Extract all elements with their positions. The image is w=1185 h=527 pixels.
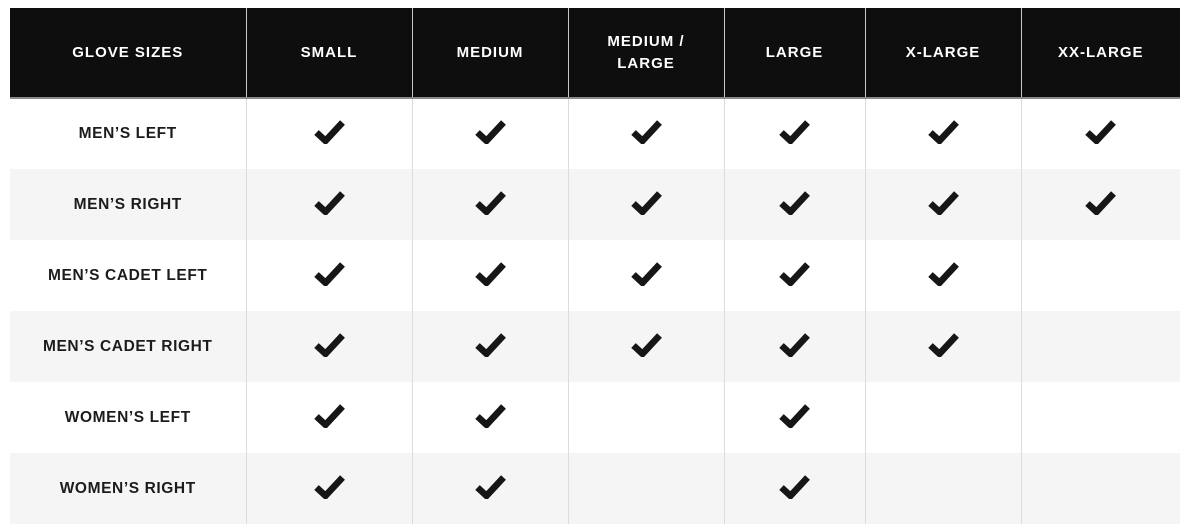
row-label: WOMEN’S RIGHT (10, 453, 246, 524)
check-icon (778, 119, 811, 144)
table-header: GLOVE SIZES SMALL MEDIUM MEDIUM / LARGE LARG… (10, 8, 1180, 99)
availability-cell-x-large (864, 382, 1021, 453)
availability-cell-xx-large (1020, 169, 1180, 240)
check-icon (778, 403, 811, 428)
table-row-women-s-left: WOMEN’S LEFT (10, 382, 1180, 453)
header-row: GLOVE SIZES SMALL MEDIUM MEDIUM / LARGE LARG… (10, 8, 1180, 99)
check-icon (630, 332, 663, 357)
availability-cell-xx-large (1020, 98, 1180, 169)
header-cell-medium: MEDIUM (411, 8, 568, 99)
availability-cell-large (723, 98, 865, 169)
availability-cell-large (723, 453, 865, 524)
row-label: MEN’S RIGHT (10, 169, 246, 240)
availability-cell-small (245, 240, 412, 311)
check-icon (778, 190, 811, 215)
availability-cell-medium (411, 169, 568, 240)
header-cell-large: LARGE (723, 8, 865, 99)
availability-cell-xx-large (1020, 311, 1180, 382)
header-cell-medium-large: MEDIUM / LARGE (567, 8, 724, 99)
size-availability-table: GLOVE SIZES SMALL MEDIUM MEDIUM / LARGE LARG… (10, 8, 1180, 524)
availability-cell-medium (411, 240, 568, 311)
check-icon (474, 403, 507, 428)
availability-cell-large (723, 169, 865, 240)
check-icon (313, 332, 346, 357)
check-icon (927, 332, 960, 357)
check-icon (778, 474, 811, 499)
availability-cell-large (723, 382, 865, 453)
row-label: MEN’S CADET LEFT (10, 240, 246, 311)
availability-cell-x-large (864, 169, 1021, 240)
check-icon (1084, 190, 1117, 215)
check-icon (474, 190, 507, 215)
availability-cell-medium-large (567, 311, 724, 382)
row-label: WOMEN’S LEFT (10, 382, 246, 453)
header-label: X-LARGE (905, 43, 981, 61)
table-row-men-s-right: MEN’S RIGHT (10, 169, 1180, 240)
header-cell-x-large: X-LARGE (864, 8, 1021, 99)
header-label: LARGE (765, 43, 824, 61)
availability-cell-small (245, 382, 412, 453)
table-body: MEN’S LEFT MEN’S RIGHT MEN’S CADET LEFT MEN… (10, 98, 1180, 524)
check-icon (927, 119, 960, 144)
check-icon (474, 474, 507, 499)
availability-cell-large (723, 311, 865, 382)
availability-cell-medium (411, 311, 568, 382)
availability-cell-small (245, 169, 412, 240)
availability-cell-medium (411, 453, 568, 524)
header-cell-small: SMALL (245, 8, 412, 99)
availability-cell-xx-large (1020, 453, 1180, 524)
check-icon (313, 474, 346, 499)
check-icon (630, 119, 663, 144)
availability-cell-medium (411, 98, 568, 169)
check-icon (313, 261, 346, 286)
availability-cell-x-large (864, 240, 1021, 311)
availability-cell-medium-large (567, 453, 724, 524)
header-label: MEDIUM (456, 43, 524, 61)
header-label: SMALL (300, 43, 358, 61)
availability-cell-medium (411, 382, 568, 453)
table-row-men-s-left: MEN’S LEFT (10, 98, 1180, 169)
availability-cell-medium-large (567, 169, 724, 240)
header-cell-glove-sizes: GLOVE SIZES (10, 8, 246, 99)
check-icon (778, 261, 811, 286)
availability-cell-small (245, 98, 412, 169)
availability-cell-medium-large (567, 98, 724, 169)
table-row-men-s-cadet-right: MEN’S CADET RIGHT (10, 311, 1180, 382)
availability-cell-small (245, 311, 412, 382)
availability-cell-xx-large (1020, 240, 1180, 311)
check-icon (1084, 119, 1117, 144)
availability-cell-medium-large (567, 382, 724, 453)
availability-cell-xx-large (1020, 382, 1180, 453)
check-icon (313, 119, 346, 144)
check-icon (630, 190, 663, 215)
header-label: XX-LARGE (1057, 43, 1144, 61)
row-label: MEN’S LEFT (10, 98, 246, 169)
table-row-men-s-cadet-left: MEN’S CADET LEFT (10, 240, 1180, 311)
row-label: MEN’S CADET RIGHT (10, 311, 246, 382)
availability-cell-medium-large (567, 240, 724, 311)
availability-cell-x-large (864, 311, 1021, 382)
table-row-women-s-right: WOMEN’S RIGHT (10, 453, 1180, 524)
availability-cell-large (723, 240, 865, 311)
glove-size-chart: GLOVE SIZES SMALL MEDIUM MEDIUM / LARGE LARG… (10, 8, 1180, 524)
availability-cell-x-large (864, 98, 1021, 169)
availability-cell-x-large (864, 453, 1021, 524)
check-icon (630, 261, 663, 286)
check-icon (313, 403, 346, 428)
check-icon (474, 332, 507, 357)
header-label: GLOVE SIZES (72, 43, 184, 61)
header-label: MEDIUM / LARGE (607, 32, 685, 72)
check-icon (778, 332, 811, 357)
availability-cell-small (245, 453, 412, 524)
check-icon (927, 190, 960, 215)
header-cell-xx-large: XX-LARGE (1020, 8, 1180, 99)
check-icon (474, 261, 507, 286)
check-icon (474, 119, 507, 144)
check-icon (927, 261, 960, 286)
check-icon (313, 190, 346, 215)
